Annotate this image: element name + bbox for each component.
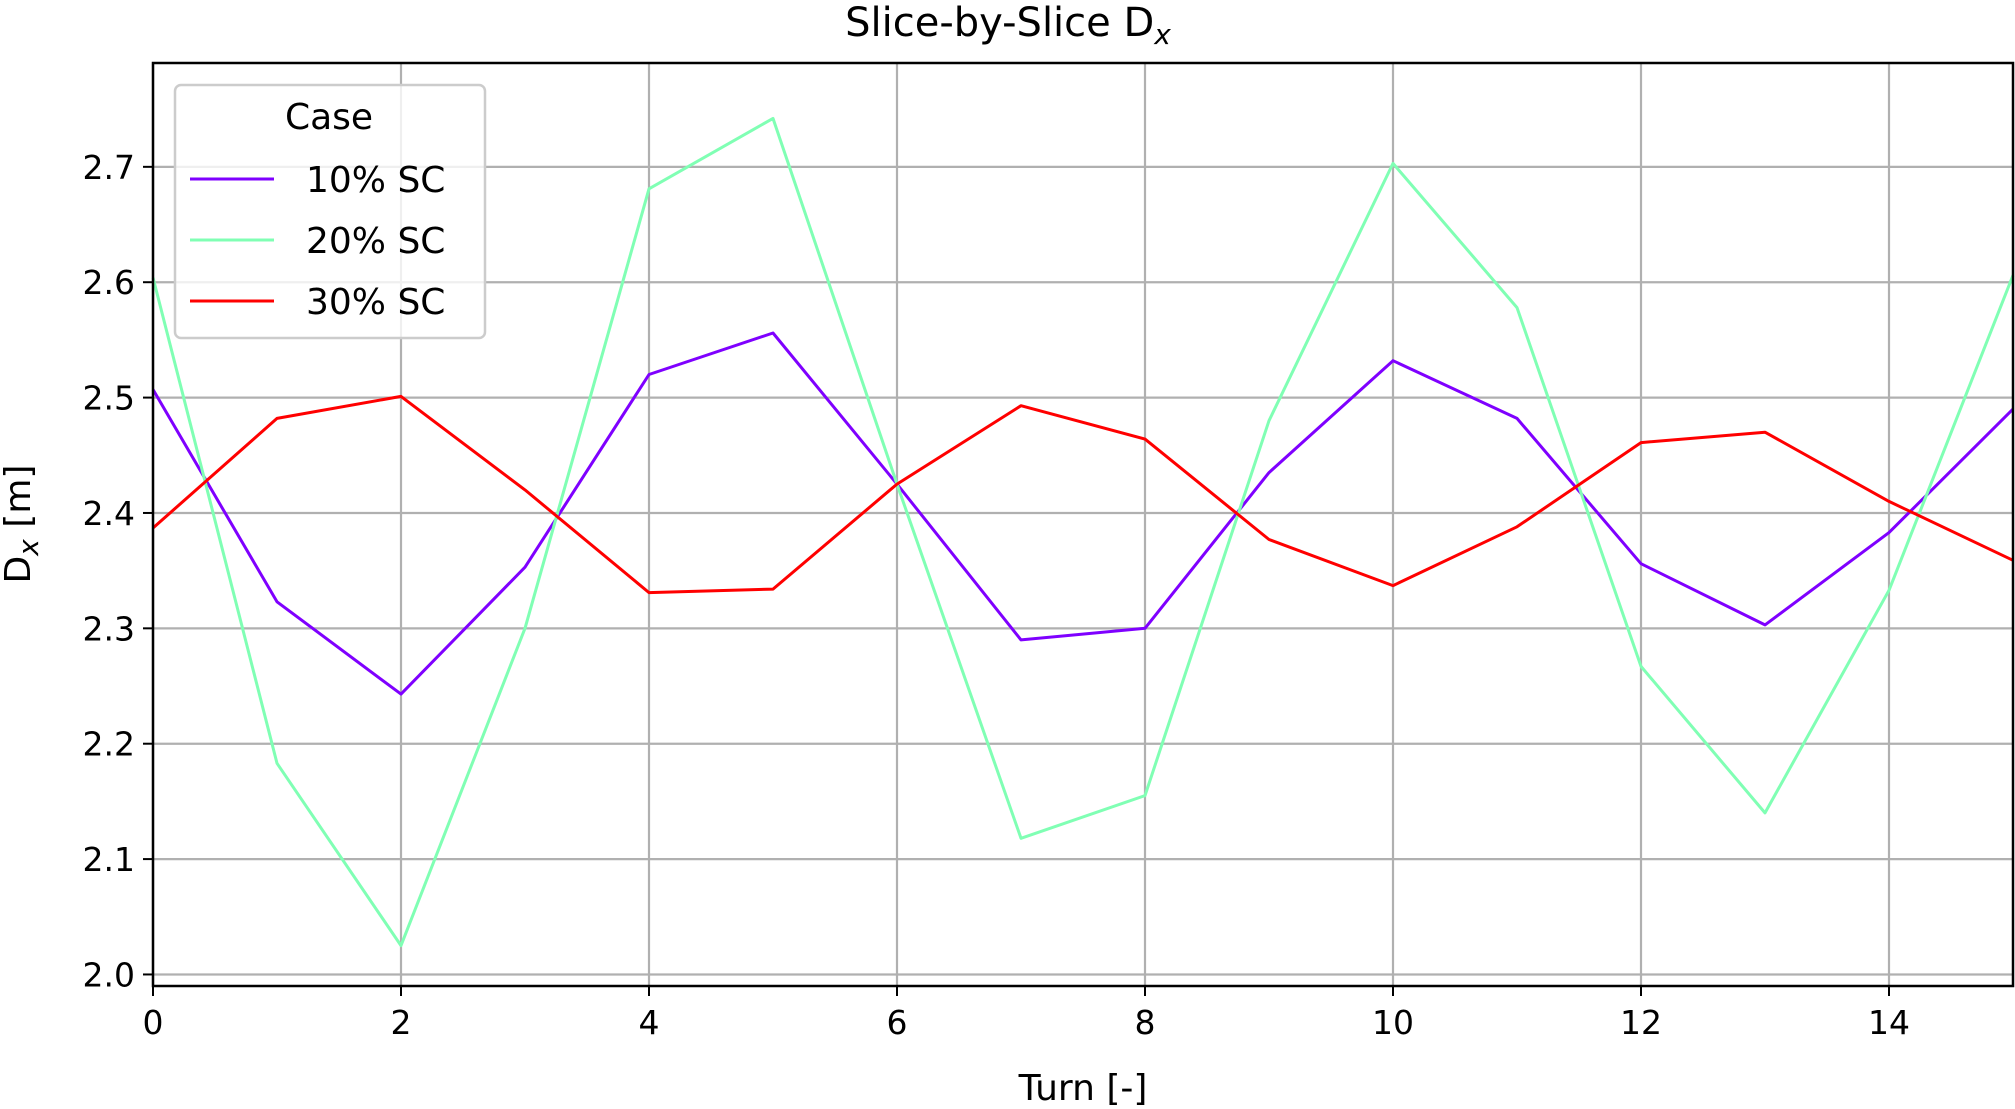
legend-label: 10% SC <box>306 160 445 201</box>
legend-items: 10% SC 20% SC 30% SC <box>190 160 445 323</box>
y-tick-label: 2.5 <box>83 379 135 418</box>
legend-label: 20% SC <box>306 221 445 262</box>
axis-ticks: 0 2 4 6 8 10 12 14 2.0 2.1 2.2 2.3 2.4 2.5 2.6 2.7 <box>83 148 1910 1042</box>
y-tick-label: 2.6 <box>83 263 135 302</box>
x-tick-label: 4 <box>639 1003 660 1042</box>
legend-title: Case <box>285 97 373 138</box>
chart-title: Slice-by-Slice Dx <box>845 0 1171 51</box>
y-tick-label: 2.7 <box>83 148 135 187</box>
series-line-1 <box>151 331 2015 696</box>
x-tick-label: 12 <box>1620 1003 1662 1042</box>
x-axis-title: Turn [-] <box>1018 1068 1148 1109</box>
x-tick-label: 8 <box>1135 1003 1156 1042</box>
legend-box <box>173 83 487 340</box>
y-tick-label: 2.3 <box>83 609 135 648</box>
y-axis-title: Dx [m] <box>0 465 45 584</box>
y-tick-label: 2.1 <box>83 840 135 879</box>
x-tick-label: 10 <box>1372 1003 1414 1042</box>
y-tick-label: 2.2 <box>83 725 135 764</box>
legend-label: 30% SC <box>306 282 445 323</box>
grid-lines <box>151 63 2013 986</box>
series-line-3 <box>152 394 2014 595</box>
series-line-2 <box>151 116 2015 948</box>
x-tick-label: 2 <box>391 1003 412 1042</box>
legend: Case 10% SC 20% SC 30% SC <box>173 83 487 340</box>
x-tick-label: 14 <box>1868 1003 1910 1042</box>
x-tick-label: 6 <box>887 1003 908 1042</box>
x-tick-label: 0 <box>143 1003 164 1042</box>
y-tick-label: 2.4 <box>83 494 135 533</box>
plot-frame <box>151 61 2015 988</box>
series-lines <box>151 116 2015 948</box>
y-tick-label: 2.0 <box>83 955 135 994</box>
